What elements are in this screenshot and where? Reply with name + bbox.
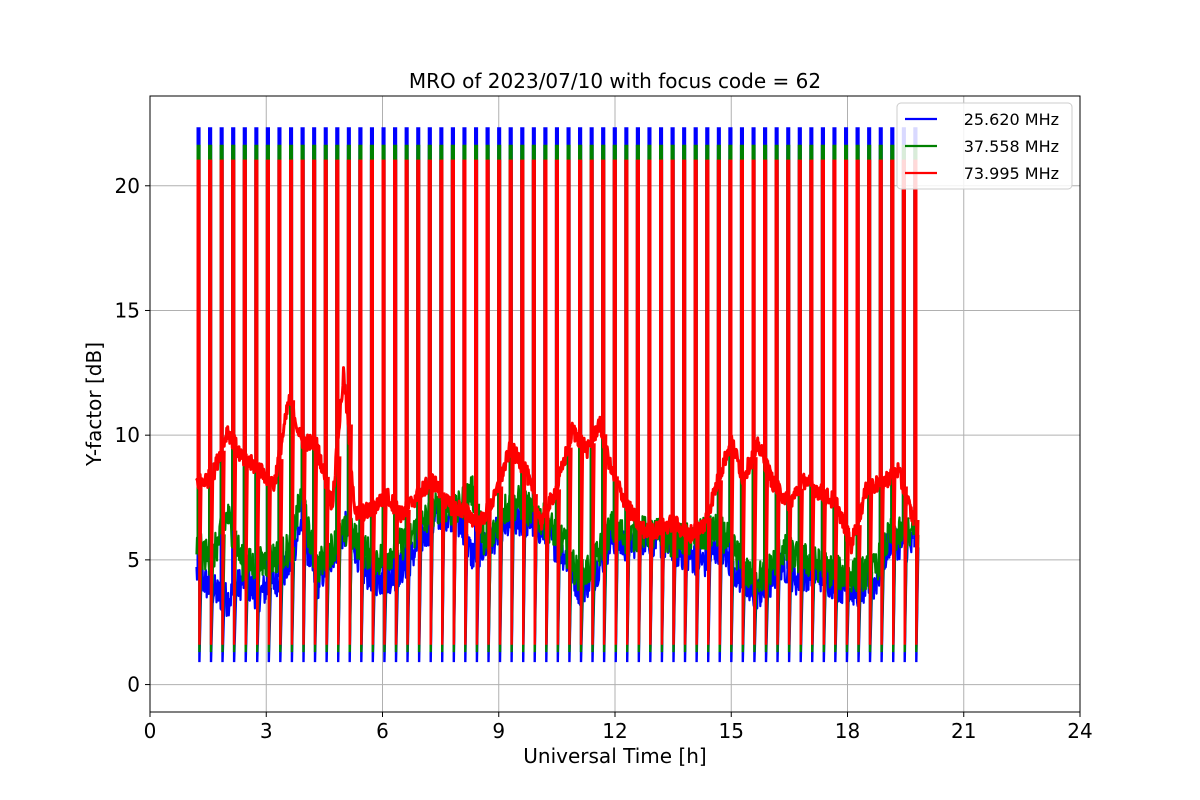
ticks: 0 3 6 9 12 15 18 21 24 0 5 10 15 20 — [115, 174, 1093, 743]
calibration-pulse — [635, 159, 642, 645]
x-tick-label: 18 — [835, 719, 860, 743]
calibration-pulse — [566, 159, 573, 645]
calibration-pulse — [254, 159, 261, 645]
calibration-pulse — [844, 159, 851, 645]
calibration-pulse — [323, 159, 330, 645]
calibration-pulse — [716, 159, 723, 645]
plot-area — [195, 127, 920, 663]
calibration-pulse — [346, 159, 353, 645]
calibration-pulse — [878, 159, 885, 645]
calibration-pulse — [381, 159, 388, 645]
x-axis-label: Universal Time [h] — [523, 744, 706, 768]
calibration-pulse — [543, 159, 550, 645]
calibration-pulse — [231, 159, 238, 645]
calibration-pulse — [300, 159, 307, 645]
calibration-pulse — [393, 159, 400, 645]
calibration-pulse — [809, 159, 816, 645]
calibration-pulse — [485, 159, 492, 645]
calibration-pulse — [508, 159, 515, 645]
series-layer — [195, 127, 920, 663]
calibration-pulse — [404, 159, 411, 645]
x-tick-label: 12 — [602, 719, 627, 743]
x-tick-label: 0 — [144, 719, 157, 743]
calibration-pulse — [797, 159, 804, 645]
calibration-pulse — [578, 159, 585, 645]
calibration-pulse — [659, 159, 666, 645]
series-3 — [195, 159, 920, 645]
calibration-pulse — [335, 159, 342, 645]
y-tick-label: 10 — [115, 423, 140, 447]
calibration-pulse — [728, 159, 735, 645]
y-tick-label: 20 — [115, 174, 140, 198]
calibration-pulse — [520, 159, 527, 645]
calibration-pulse — [242, 159, 249, 645]
calibration-pulse — [462, 159, 469, 645]
calibration-pulse — [682, 159, 689, 645]
calibration-pulse — [265, 159, 272, 645]
calibration-pulse — [739, 159, 746, 645]
legend-box — [896, 102, 1073, 190]
calibration-pulse — [820, 159, 827, 645]
calibration-pulse — [219, 159, 226, 645]
calibration-pulse — [416, 159, 423, 645]
y-tick-label: 5 — [127, 548, 140, 572]
calibration-pulse — [670, 159, 677, 645]
legend-label: 25.620 MHz — [964, 110, 1059, 129]
calibration-pulse — [832, 159, 839, 645]
legend-label: 73.995 MHz — [964, 164, 1059, 183]
y-tick-label: 0 — [127, 673, 140, 697]
calibration-pulse — [867, 159, 874, 645]
calibration-pulse — [612, 159, 619, 645]
calibration-pulse — [554, 159, 561, 645]
y-tick-label: 15 — [115, 298, 140, 322]
calibration-pulse — [624, 159, 631, 645]
x-tick-label: 21 — [951, 719, 976, 743]
calibration-pulse — [450, 159, 457, 645]
x-tick-label: 6 — [376, 719, 389, 743]
calibration-pulse — [693, 159, 700, 645]
calibration-pulse — [705, 159, 712, 645]
x-tick-label: 24 — [1067, 719, 1092, 743]
calibration-pulse — [601, 159, 608, 645]
calibration-pulse — [855, 159, 862, 645]
x-tick-label: 9 — [492, 719, 505, 743]
calibration-pulse — [786, 159, 793, 645]
calibration-pulse — [369, 159, 376, 645]
calibration-pulse — [751, 159, 758, 645]
calibration-pulse — [890, 159, 897, 645]
y-axis-label: Y-factor [dB] — [82, 342, 106, 467]
legend-label: 37.558 MHz — [964, 137, 1059, 156]
calibration-pulse — [531, 159, 538, 645]
calibration-pulse — [497, 159, 504, 645]
calibration-pulse — [647, 159, 654, 645]
chart-title: MRO of 2023/07/10 with focus code = 62 — [409, 69, 821, 93]
calibration-pulse — [774, 159, 781, 645]
calibration-pulse — [763, 159, 770, 645]
calibration-pulse — [208, 159, 215, 645]
calibration-pulse — [474, 159, 481, 645]
calibration-pulse — [277, 159, 284, 645]
calibration-pulse — [589, 159, 596, 645]
legend: 25.620 MHz 37.558 MHz 73.995 MHz — [896, 102, 1073, 190]
calibration-pulse — [196, 159, 203, 645]
calibration-pulse — [312, 159, 319, 645]
calibration-pulse — [358, 159, 365, 645]
calibration-pulse — [289, 159, 296, 645]
calibration-pulse — [439, 159, 446, 645]
x-tick-label: 15 — [719, 719, 744, 743]
x-tick-label: 3 — [260, 719, 273, 743]
calibration-pulse — [427, 159, 434, 645]
